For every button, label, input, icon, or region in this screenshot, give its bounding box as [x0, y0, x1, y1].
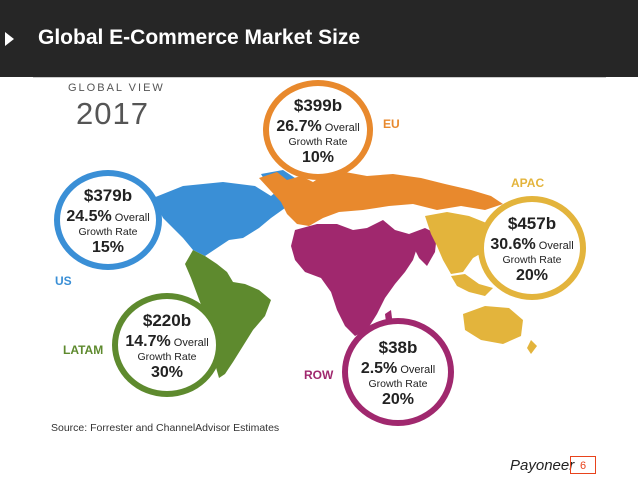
source-note: Source: Forrester and ChannelAdvisor Est…	[51, 422, 280, 434]
slide-header: Global E-Commerce Market Size	[0, 0, 638, 77]
row-growth-line: 2.5% Overall	[348, 360, 448, 378]
eu-market-value: $399b	[293, 96, 343, 115]
us-growth-line: 24.5% Overall	[60, 208, 156, 226]
divider	[33, 77, 606, 78]
row-market-value: $38b	[378, 338, 418, 357]
us-bubble: $379b 24.5% Overall Growth Rate 15%	[54, 170, 162, 270]
row-label: ROW	[304, 368, 334, 382]
row-region-shape	[291, 220, 417, 336]
us-overall-label: Overall	[114, 212, 150, 224]
bullet-arrow-icon	[5, 32, 14, 46]
logo-text: Payoneer	[510, 457, 575, 474]
latam-label: LATAM	[63, 343, 104, 357]
latam-growth-rate-label: Growth Rate	[137, 351, 197, 363]
eu-label: EU	[383, 117, 400, 131]
row-rate-value: 20%	[381, 391, 415, 408]
us-growth-value: 24.5%	[66, 208, 112, 225]
global-view-label: GLOBAL VIEW	[68, 82, 165, 94]
eu-growth-rate-label: Growth Rate	[288, 136, 348, 148]
apac-label: APAC	[511, 176, 545, 190]
apac-growth-line: 30.6% Overall	[484, 236, 580, 254]
apac-overall-label: Overall	[538, 240, 574, 252]
eu-bubble: $399b 26.7% Overall Growth Rate 10%	[263, 80, 373, 180]
us-rate-value: 15%	[91, 239, 125, 256]
us-label: US	[55, 274, 72, 288]
latam-growth-line: 14.7% Overall	[118, 333, 216, 351]
global-view-year: 2017	[76, 96, 149, 131]
eu-rate-value: 10%	[301, 149, 335, 166]
eu-growth-line: 26.7% Overall	[269, 118, 367, 136]
us-growth-rate-label: Growth Rate	[78, 226, 138, 238]
apac-growth-rate-label: Growth Rate	[502, 254, 562, 266]
row-growth-value: 2.5%	[360, 360, 398, 377]
row-bubble: $38b 2.5% Overall Growth Rate 20%	[342, 318, 454, 426]
nz-shape	[527, 340, 537, 354]
eu-overall-label: Overall	[324, 122, 360, 134]
page-number: 6	[570, 456, 596, 474]
apac-market-value: $457b	[507, 214, 557, 233]
latam-growth-value: 14.7%	[125, 333, 171, 350]
row-overall-label: Overall	[400, 364, 436, 376]
slide-title: Global E-Commerce Market Size	[38, 26, 361, 49]
apac-region-shape	[425, 212, 495, 274]
apac-bubble: $457b 30.6% Overall Growth Rate 20%	[478, 196, 586, 300]
apac-rate-value: 20%	[515, 267, 549, 284]
latam-market-value: $220b	[142, 311, 192, 330]
us-region-shape	[153, 182, 291, 256]
eu-growth-value: 26.7%	[276, 118, 322, 135]
australia-shape	[463, 306, 523, 344]
latam-bubble: $220b 14.7% Overall Growth Rate 30%	[112, 293, 222, 397]
payoneer-logo: Payoneer	[510, 457, 574, 474]
us-market-value: $379b	[83, 186, 133, 205]
latam-overall-label: Overall	[173, 337, 209, 349]
apac-growth-value: 30.6%	[490, 236, 536, 253]
latam-region-shape	[185, 250, 271, 378]
latam-rate-value: 30%	[150, 364, 184, 381]
eu-region-shape	[259, 172, 503, 226]
se-asia-shape	[451, 274, 493, 296]
india-shape	[409, 228, 437, 266]
row-growth-rate-label: Growth Rate	[368, 378, 428, 390]
